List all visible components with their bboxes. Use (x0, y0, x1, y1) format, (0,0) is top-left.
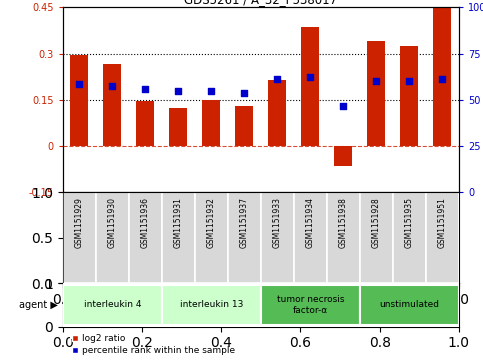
Point (372, 78, 380, 84)
FancyBboxPatch shape (393, 192, 426, 283)
Bar (301, 27, 319, 146)
FancyBboxPatch shape (162, 192, 195, 283)
FancyBboxPatch shape (360, 192, 393, 283)
Point (273, 77, 281, 82)
Text: agent ▶: agent ▶ (19, 300, 58, 310)
FancyBboxPatch shape (261, 192, 294, 283)
Text: GSM1151929: GSM1151929 (75, 197, 84, 248)
Bar (235, 106, 254, 146)
Bar (136, 101, 155, 146)
Text: GSM1151932: GSM1151932 (207, 197, 216, 248)
Legend: log2 ratio, percentile rank within the sample: log2 ratio, percentile rank within the s… (67, 331, 239, 359)
Text: GSM1151928: GSM1151928 (372, 197, 381, 248)
Point (75, 81, 83, 87)
Point (174, 89, 182, 94)
Bar (70, 55, 88, 146)
Bar (268, 80, 286, 146)
FancyBboxPatch shape (63, 285, 162, 325)
Bar (433, 7, 452, 146)
Text: GSM1151936: GSM1151936 (141, 197, 150, 248)
FancyBboxPatch shape (228, 192, 261, 283)
Text: tumor necrosis
factor-α: tumor necrosis factor-α (277, 295, 344, 315)
FancyBboxPatch shape (195, 192, 228, 283)
Point (108, 83, 116, 89)
FancyBboxPatch shape (261, 285, 360, 325)
Point (406, 78, 413, 84)
Bar (169, 107, 187, 146)
Bar (202, 100, 220, 146)
Text: GSM1151930: GSM1151930 (108, 197, 117, 248)
Text: GSM1151931: GSM1151931 (174, 197, 183, 248)
Text: GSM1151951: GSM1151951 (438, 197, 447, 248)
FancyBboxPatch shape (294, 192, 327, 283)
FancyBboxPatch shape (360, 285, 459, 325)
Point (307, 74, 314, 79)
Title: GDS5261 / A_32_P538017: GDS5261 / A_32_P538017 (184, 0, 338, 6)
FancyBboxPatch shape (63, 192, 96, 283)
Bar (400, 46, 418, 146)
FancyBboxPatch shape (96, 192, 129, 283)
Bar (103, 64, 121, 146)
Bar (367, 41, 385, 146)
Text: GSM1151937: GSM1151937 (240, 197, 249, 248)
Text: GSM1151938: GSM1151938 (339, 197, 348, 248)
Text: GSM1151934: GSM1151934 (306, 197, 315, 248)
Text: interleukin 4: interleukin 4 (84, 301, 141, 309)
Point (340, 103, 347, 109)
FancyBboxPatch shape (426, 192, 459, 283)
Text: unstimulated: unstimulated (379, 301, 440, 309)
Point (142, 86, 149, 91)
Point (241, 90, 248, 96)
Text: GSM1151935: GSM1151935 (405, 197, 414, 248)
Text: interleukin 13: interleukin 13 (180, 301, 243, 309)
FancyBboxPatch shape (327, 192, 360, 283)
Text: GSM1151933: GSM1151933 (273, 197, 282, 248)
Bar (334, 146, 353, 166)
Point (439, 77, 446, 82)
Point (208, 87, 215, 93)
FancyBboxPatch shape (129, 192, 162, 283)
FancyBboxPatch shape (162, 285, 261, 325)
